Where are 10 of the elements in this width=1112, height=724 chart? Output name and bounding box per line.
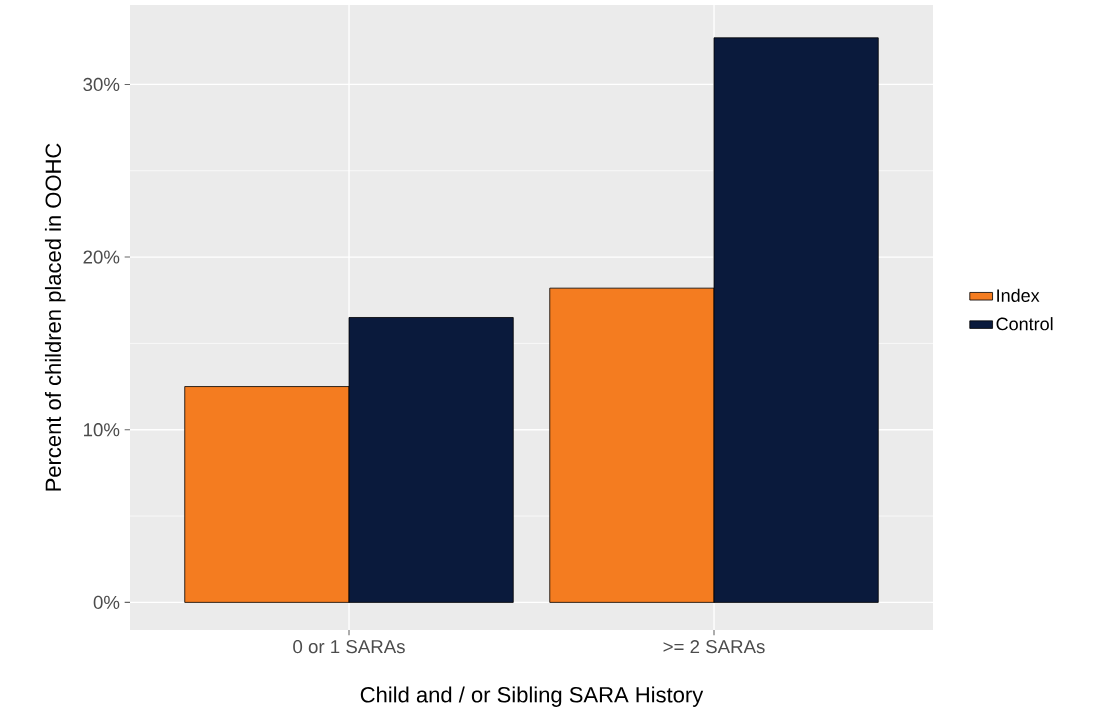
y-axis-title: Percent of children placed in OOHC xyxy=(44,143,66,491)
x-tick-label: 0 or 1 SARAs xyxy=(293,640,405,654)
y-tick-label: 20% xyxy=(83,250,120,264)
y-tick-label: 10% xyxy=(84,423,120,437)
legend-label: Control xyxy=(996,317,1053,331)
x-axis-title: Child and / or Sibling SARA History xyxy=(360,686,704,707)
legend-label: Index xyxy=(997,288,1040,302)
y-tick-label: 30% xyxy=(83,77,120,92)
x-tick-label: >= 2 SARAs xyxy=(663,640,765,654)
y-tick-label: 0% xyxy=(93,595,120,609)
